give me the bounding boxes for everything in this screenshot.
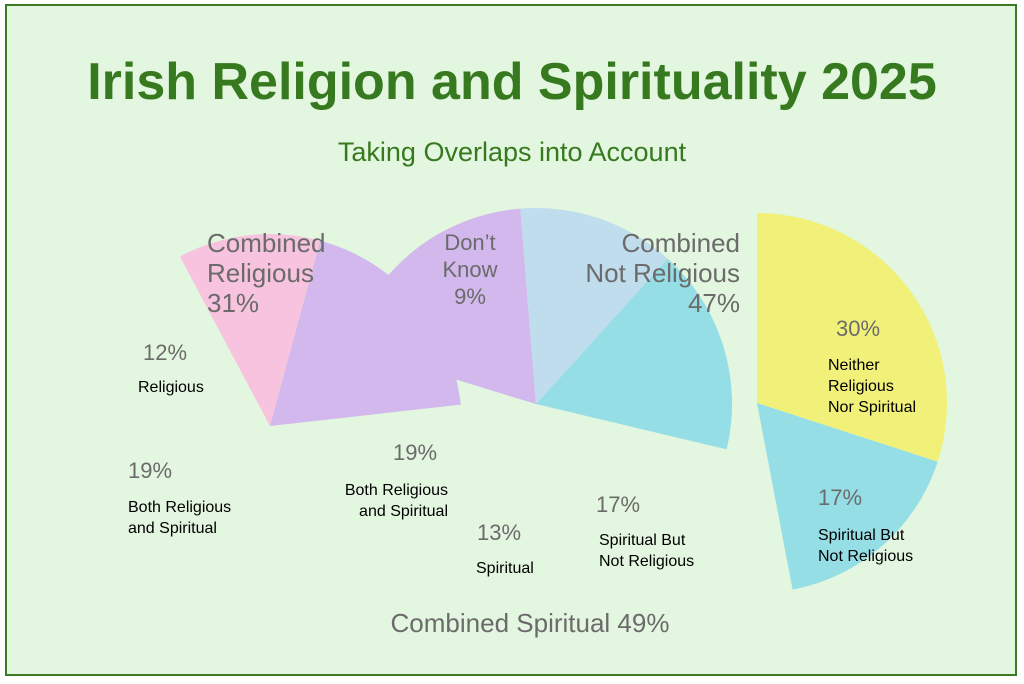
combined-spiritual-slice-1 bbox=[348, 208, 536, 404]
chart-title: Irish Religion and Spirituality 2025 bbox=[87, 53, 937, 111]
combined-spiritual-slice-1-label: Both Religious bbox=[345, 482, 448, 499]
chart-subtitle: Taking Overlaps into Account bbox=[337, 137, 687, 167]
combined-religious-slice-2-label: and Spiritual bbox=[128, 520, 217, 537]
combined-spiritual-slice-3-value: 17% bbox=[596, 492, 640, 517]
combined-not-religious-group-label: Combined bbox=[621, 228, 740, 258]
combined-not-religious-slice-1 bbox=[757, 213, 947, 462]
combined-religious-slice-2-label: Both Religious bbox=[128, 499, 231, 516]
combined-spiritual-slice-3 bbox=[536, 258, 733, 450]
combined-not-religious-slice-1-label: Neither bbox=[828, 357, 880, 374]
dont-know-label: Know bbox=[442, 257, 497, 282]
combined-religious-group-label: Combined bbox=[207, 228, 326, 258]
combined-religious-slice-1-value: 12% bbox=[143, 340, 187, 365]
combined-religious-slice-1-label: Religious bbox=[138, 379, 204, 396]
combined-not-religious-slice-1-value: 30% bbox=[836, 316, 880, 341]
combined-spiritual-slice-1-label: and Spiritual bbox=[359, 503, 448, 520]
combined-spiritual-slice-2-value: 13% bbox=[477, 520, 521, 545]
dont-know-label: 9% bbox=[454, 284, 486, 309]
combined-religious-group-label: Religious bbox=[207, 258, 314, 288]
combined-spiritual-slice-2-label: Spiritual bbox=[476, 560, 534, 577]
combined-not-religious-slice-1-label: Religious bbox=[828, 378, 894, 395]
combined-spiritual-slice-1-value: 19% bbox=[393, 440, 437, 465]
combined-not-religious-group-label: Not Religious bbox=[585, 258, 740, 288]
combined-spiritual-slice-2 bbox=[520, 207, 668, 404]
dont-know-label: Don’t bbox=[444, 230, 495, 255]
combined-religious-slice-1 bbox=[179, 234, 321, 426]
combined-spiritual-slice-3-label: Spiritual But bbox=[599, 532, 686, 549]
combined-not-religious-slice-1-label: Nor Spiritual bbox=[828, 399, 916, 416]
combined-spiritual-group-label: Combined Spiritual 49% bbox=[391, 608, 670, 638]
combined-not-religious-slice-2-label: Spiritual But bbox=[818, 527, 905, 544]
combined-not-religious-slice-2-value: 17% bbox=[818, 485, 862, 510]
combined-not-religious-group-label: 47% bbox=[688, 288, 740, 318]
combined-not-religious-slice-2-label: Not Religious bbox=[818, 548, 913, 565]
combined-religious-group-label: 31% bbox=[207, 288, 259, 318]
combined-religious-slice-2-value: 19% bbox=[128, 458, 172, 483]
combined-not-religious-slice-2 bbox=[757, 403, 938, 590]
combined-spiritual-slice-3-label: Not Religious bbox=[599, 553, 694, 570]
